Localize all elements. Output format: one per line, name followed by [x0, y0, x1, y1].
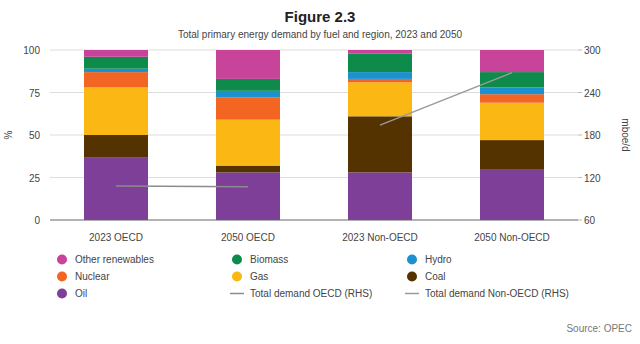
bar-segment: [480, 72, 544, 87]
bar-segment: [348, 172, 412, 220]
legend-marker: [230, 293, 244, 295]
legend-label: Oil: [75, 288, 87, 299]
y2-tick-label: 60: [584, 215, 596, 226]
bar-segment: [216, 79, 280, 91]
bar-segment: [480, 87, 544, 94]
legend-marker: [57, 255, 67, 265]
y-tick-label: 50: [29, 130, 41, 141]
x-tick-label: 2050 Non-OECD: [474, 232, 550, 243]
legend-marker: [405, 293, 419, 295]
bar-segment: [84, 87, 148, 135]
line: [380, 73, 512, 125]
legend-label: Total demand Non-OECD (RHS): [425, 288, 569, 299]
bar-segment: [480, 94, 544, 103]
bar-segment: [84, 135, 148, 157]
legend-label: Biomass: [250, 254, 288, 265]
y2-tick: [578, 220, 582, 221]
bar-segment: [216, 91, 280, 98]
bar-segment: [216, 166, 280, 173]
legend-label: Gas: [250, 271, 268, 282]
y2-tick: [578, 50, 582, 51]
x-tick-label: 2050 OECD: [221, 232, 275, 243]
y2-tick-label: 240: [584, 88, 601, 99]
y2-tick: [578, 177, 582, 178]
legend-marker: [407, 255, 417, 265]
bar-segment: [480, 140, 544, 169]
legend-marker: [57, 289, 67, 299]
legend-label: Nuclear: [75, 271, 110, 282]
y2-tick-label: 300: [584, 45, 601, 56]
legend-label: Coal: [425, 271, 446, 282]
y2-tick-label: 180: [584, 130, 601, 141]
chart: Figure 2.3 Total primary energy demand by…: [0, 0, 640, 344]
bar-segment: [480, 169, 544, 220]
bar-segment: [348, 72, 412, 79]
bar-segment: [216, 98, 280, 120]
bar-segment: [348, 79, 412, 82]
bar-segment: [348, 53, 412, 72]
bar-segment: [84, 69, 148, 72]
y2-tick-label: 120: [584, 173, 601, 184]
y2-axis-label: mboe/d: [620, 118, 631, 151]
legend-label: Hydro: [425, 254, 452, 265]
y-tick-label: 0: [34, 215, 40, 226]
legend: Other renewables Biomass Hydro Nuclear Gas Co…: [57, 254, 569, 299]
bar-segment: [216, 50, 280, 79]
legend-marker: [57, 272, 67, 282]
legend-marker: [232, 272, 242, 282]
source: Source: OPEC: [566, 323, 632, 334]
bar-segment: [84, 57, 148, 69]
y2-tick: [578, 135, 582, 136]
y-tick-label: 75: [29, 88, 41, 99]
bar-segment: [216, 120, 280, 166]
y2-tick: [578, 92, 582, 93]
bar-segment: [480, 50, 544, 72]
subtitle: Total primary energy demand by fuel and …: [178, 29, 463, 40]
y-tick-label: 100: [23, 45, 40, 56]
bar-segment: [84, 50, 148, 57]
legend-label: Other renewables: [75, 254, 154, 265]
legend-label: Total demand OECD (RHS): [250, 288, 372, 299]
marks: [84, 50, 544, 220]
y-tick-label: 25: [29, 173, 41, 184]
legend-marker: [232, 255, 242, 265]
bar-segment: [480, 103, 544, 140]
line: [116, 185, 248, 187]
x-tick-label: 2023 OECD: [89, 232, 143, 243]
title: Figure 2.3: [285, 8, 356, 25]
x-tick-label: 2023 Non-OECD: [342, 232, 418, 243]
legend-marker: [407, 272, 417, 282]
bar-segment: [84, 157, 148, 220]
bar-segment: [216, 172, 280, 220]
bar-segment: [84, 72, 148, 87]
y-axis-label: %: [3, 130, 14, 139]
bar-segment: [348, 50, 412, 53]
bar-segment: [348, 82, 412, 116]
